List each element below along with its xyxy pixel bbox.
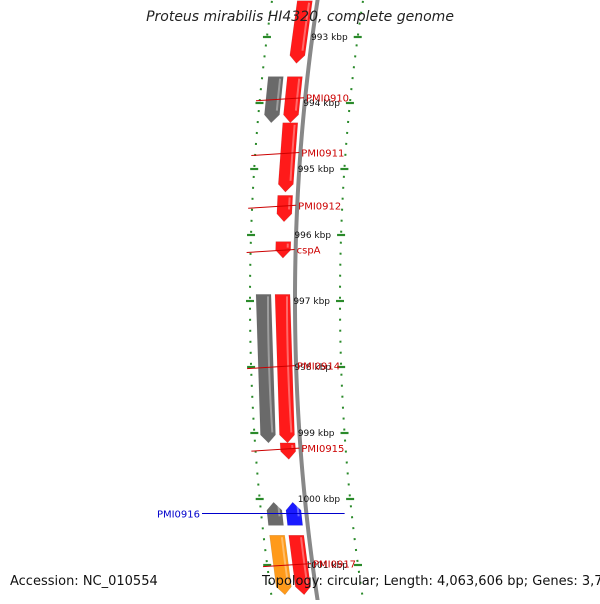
gene-label: PMI0914 [297,362,340,373]
gene-label: PMI0917 [313,560,356,571]
gene-label: PMI0916 [157,510,200,521]
gene-label: PMI0915 [301,444,344,455]
map-title: Proteus mirabilis HI4320, complete genom… [0,9,600,25]
tick-label: 993 kbp [311,33,348,43]
gene-label: PMI0911 [301,149,344,160]
gene-label: PMI0910 [306,94,349,105]
gene-feature-highlight [297,504,298,516]
tick-label: 997 kbp [293,297,330,307]
tick-label: 999 kbp [298,429,335,439]
tick-label: 995 kbp [298,165,335,175]
accession-label: Accession: NC_010554 [10,574,158,589]
gene-feature-highlight [278,504,279,516]
gene-label: cspA [297,246,321,257]
gene-label: PMI0912 [298,201,341,212]
gene-feature-highlight [289,197,290,209]
topology-label: Topology: circular; Length: 4,063,606 bp… [262,574,600,589]
tick-label: 996 kbp [294,231,331,241]
gene-feature-arrow [280,443,296,460]
tick-label: 1000 kbp [298,495,341,505]
